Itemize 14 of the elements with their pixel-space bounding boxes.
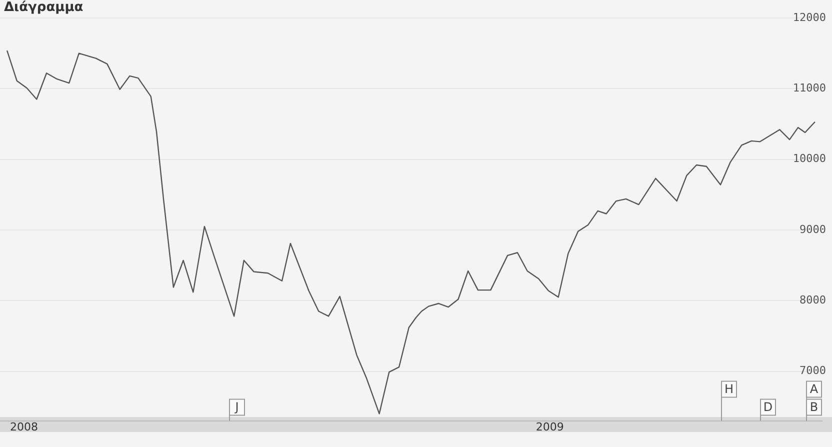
y-tick-label: 7000	[800, 364, 826, 378]
chart-title: Διάγραμμα	[4, 0, 84, 15]
x-tick-label: 2009	[536, 420, 564, 434]
y-tick-label: 9000	[800, 222, 826, 236]
annotation: H	[724, 382, 734, 396]
annotation: B	[810, 400, 818, 414]
x-tick-label: 2008	[10, 420, 38, 434]
y-tick-label: 8000	[800, 294, 826, 307]
annotation: D	[763, 400, 773, 414]
annotation: J	[234, 400, 239, 414]
annotation: A	[810, 382, 819, 396]
y-tick-label: 12000	[792, 10, 826, 24]
y-tick-label: 11000	[792, 82, 826, 95]
y-tick-label: 10000	[792, 152, 826, 166]
